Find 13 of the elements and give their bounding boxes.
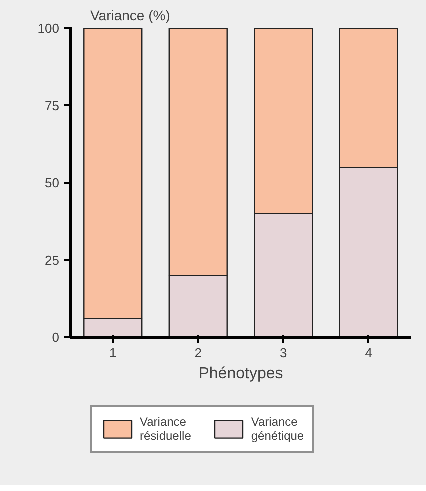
y-axis-title: Variance (%) <box>90 8 170 24</box>
x-tick-label: 1 <box>110 346 117 360</box>
x-axis-title: Phénotypes <box>198 366 284 382</box>
y-tick-label: 75 <box>45 98 60 114</box>
x-tick-label: 4 <box>365 346 372 360</box>
legend-label: Variance résiduelle <box>140 415 192 443</box>
y-tick-label: 50 <box>45 176 60 190</box>
y-tick-label: 0 <box>52 330 60 345</box>
legend-label: Variance génétique <box>251 415 304 443</box>
y-tick-label: 25 <box>45 252 60 268</box>
y-tick-label: 100 <box>38 21 60 36</box>
x-tick-label: 3 <box>280 346 288 360</box>
x-tick-label: 2 <box>194 346 202 360</box>
